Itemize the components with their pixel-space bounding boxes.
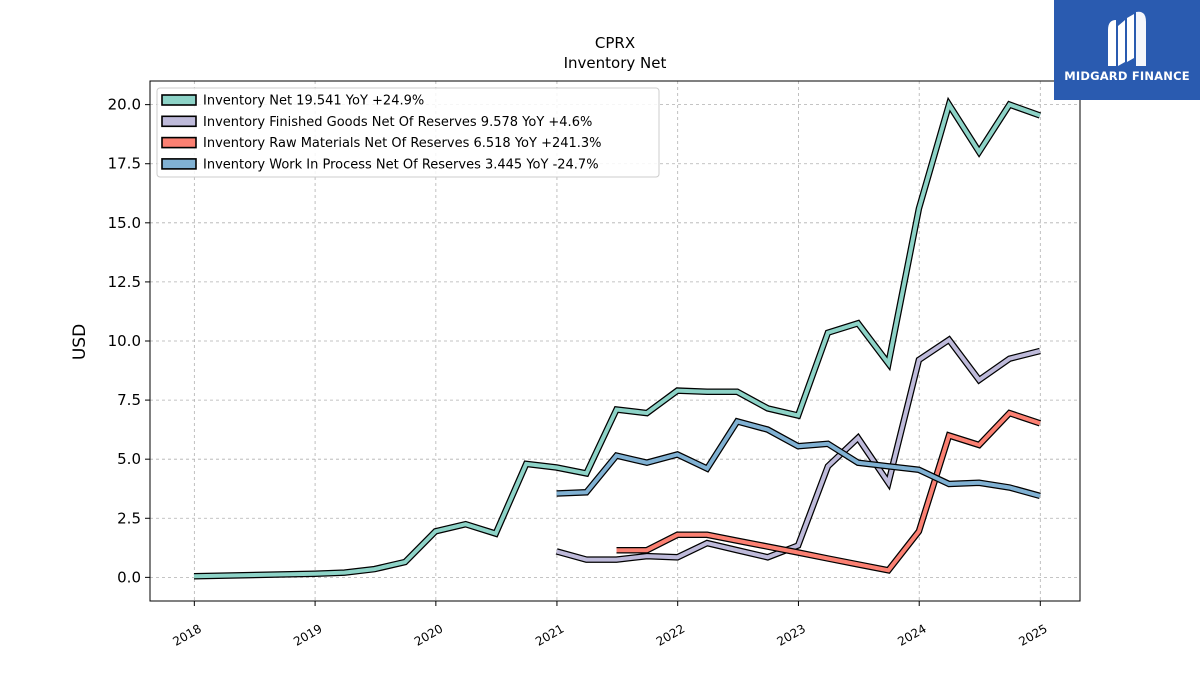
y-axis-label: USD <box>70 324 90 360</box>
legend-swatch <box>161 94 197 106</box>
y-tick-label: 0.0 <box>117 568 141 586</box>
chart-title: CPRX <box>595 34 635 52</box>
series-line-4 <box>556 417 1041 500</box>
series-layer <box>193 96 1042 580</box>
legend: Inventory Net 19.541 YoY +24.9% Inventory… <box>156 87 660 178</box>
midgard-finance-logo: MIDGARD FINANCE <box>1054 0 1200 100</box>
legend-swatch <box>161 136 197 149</box>
midgard-logo-icon <box>1108 11 1146 66</box>
series-stroke <box>556 337 1041 562</box>
y-tick-label: 20.0 <box>108 96 141 114</box>
legend-label: Inventory Work In Process Net Of Reserve… <box>203 157 599 172</box>
x-tick-label: 2022 <box>654 621 687 648</box>
x-tick-label: 2018 <box>170 621 203 648</box>
legend-item-2: Inventory Finished Goods Net Of Reserves… <box>161 115 592 130</box>
series-line-3 <box>616 409 1042 574</box>
x-tick-label: 2019 <box>291 621 324 648</box>
x-tick-label: 2021 <box>533 621 566 648</box>
series-line-2 <box>555 335 1041 563</box>
logo-text: MIDGARD FINANCE <box>1064 69 1190 83</box>
series-stroke <box>193 99 1041 579</box>
y-axis: 0.0 2.5 5.0 7.5 10.0 12.5 15.0 17.5 20.0 <box>108 96 150 586</box>
x-tick-label: 2024 <box>895 621 928 648</box>
series-stroke <box>616 410 1041 573</box>
series-line-1 <box>193 96 1042 580</box>
legend-item-3: Inventory Raw Materials Net Of Reserves … <box>161 136 602 151</box>
y-tick-label: 12.5 <box>108 273 141 291</box>
x-tick-label: 2020 <box>412 621 445 648</box>
legend-item-1: Inventory Net 19.541 YoY +24.9% <box>161 94 424 109</box>
legend-box <box>156 87 660 178</box>
y-tick-label: 17.5 <box>108 155 141 173</box>
y-tick-label: 2.5 <box>117 509 141 527</box>
legend-item-4: Inventory Work In Process Net Of Reserve… <box>161 157 599 172</box>
y-tick-label: 5.0 <box>117 450 141 468</box>
legend-swatch <box>161 158 197 170</box>
series-outline <box>616 409 1042 574</box>
y-tick-label: 15.0 <box>108 214 141 232</box>
legend-label: Inventory Net 19.541 YoY +24.9% <box>203 94 424 109</box>
legend-label: Inventory Finished Goods Net Of Reserves… <box>203 115 592 130</box>
legend-swatch <box>161 115 197 128</box>
y-tick-label: 10.0 <box>108 332 141 350</box>
chart-subtitle: Inventory Net <box>564 54 667 72</box>
x-tick-label: 2023 <box>774 621 807 648</box>
legend-label: Inventory Raw Materials Net Of Reserves … <box>203 136 602 151</box>
x-tick-label: 2025 <box>1016 621 1049 648</box>
series-stroke <box>556 419 1041 498</box>
y-tick-label: 7.5 <box>117 391 141 409</box>
x-axis: 2018 2019 2020 2021 2022 2023 2024 2025 <box>170 601 1050 649</box>
